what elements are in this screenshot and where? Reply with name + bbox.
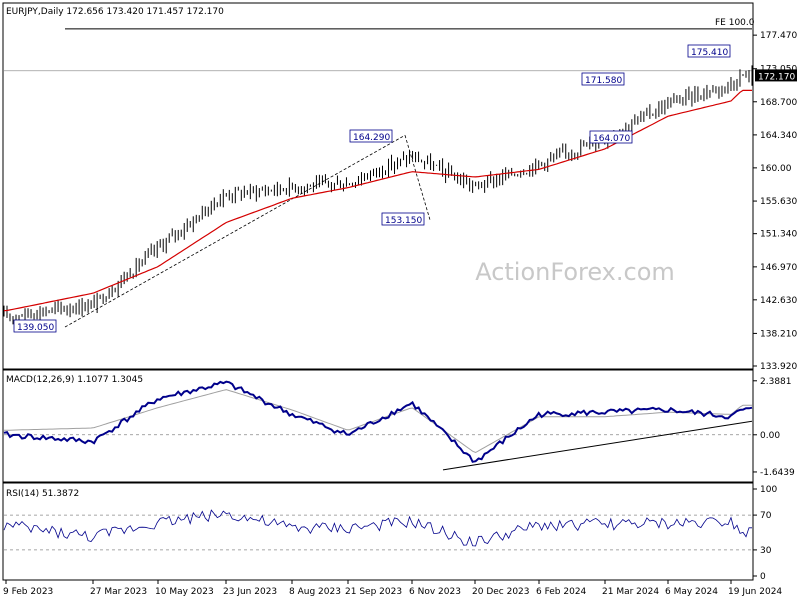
rsi-y-tick-label: 100 bbox=[760, 485, 777, 495]
price-y-tick-label: 146.970 bbox=[760, 263, 797, 273]
x-tick-label: 27 Mar 2023 bbox=[90, 587, 147, 597]
price-y-tick-label: 138.210 bbox=[760, 329, 797, 339]
price-annotation-label: 164.070 bbox=[593, 134, 630, 144]
current-price-tag bbox=[755, 69, 797, 82]
rsi-y-tick-label: 0 bbox=[760, 572, 766, 582]
price-y-tick-label: 168.700 bbox=[760, 98, 797, 108]
price-y-tick-label: 155.630 bbox=[760, 197, 797, 207]
price-annotation-box bbox=[581, 72, 625, 86]
rsi-y-tick-label: 30 bbox=[760, 546, 772, 556]
price-y-tick-label: 142.630 bbox=[760, 296, 797, 306]
macd-layer: 2.3881 0.00 -1.6439 bbox=[3, 377, 795, 478]
price-annotation-box bbox=[589, 130, 633, 144]
macd-line bbox=[3, 380, 753, 463]
dashed-trendline bbox=[404, 135, 431, 221]
rsi-layer: 100 70 30 0 bbox=[3, 485, 777, 582]
x-tick-label: 21 Sep 2023 bbox=[345, 587, 402, 597]
price-annotation-label: 171.580 bbox=[585, 76, 622, 86]
x-tick-label: 6 May 2024 bbox=[665, 587, 718, 597]
macd-panel-frame bbox=[2, 369, 754, 483]
price-annotation-label: 164.290 bbox=[353, 133, 390, 143]
macd-y-tick-label: -1.6439 bbox=[760, 468, 795, 478]
x-axis: 9 Feb 2023 27 Mar 2023 10 May 2023 23 Jun 2… bbox=[3, 580, 782, 597]
x-tick-label: 19 Jun 2024 bbox=[728, 587, 782, 597]
x-tick-label: 8 Aug 2023 bbox=[289, 587, 341, 597]
x-tick-label: 20 Dec 2023 bbox=[472, 587, 530, 597]
price-annotation-label: 139.050 bbox=[17, 323, 54, 333]
price-panel-frame bbox=[2, 2, 754, 370]
price-annotation-box bbox=[13, 319, 57, 333]
x-tick-label: 23 Jun 2023 bbox=[223, 587, 277, 597]
price-panel-header: EURJPY,Daily 172.656 173.420 171.457 172… bbox=[6, 7, 224, 17]
macd-panel-header: MACD(12,26,9) 1.1077 1.3045 bbox=[6, 375, 143, 385]
macd-y-tick-label: 2.3881 bbox=[760, 377, 792, 387]
rsi-line bbox=[3, 509, 752, 547]
price-annotation-box bbox=[381, 212, 425, 226]
watermark: ActionForex.com bbox=[475, 258, 675, 286]
price-y-tick-label: 151.340 bbox=[760, 230, 797, 240]
price-annotation-label: 153.150 bbox=[385, 216, 422, 226]
price-y-tick-label: 160.00 bbox=[760, 164, 792, 174]
rsi-y-tick-label: 70 bbox=[760, 511, 772, 521]
price-y-tick-label: 133.920 bbox=[760, 362, 797, 372]
price-annotation-label: 175.410 bbox=[691, 48, 728, 58]
current-price-label: 172.170 bbox=[758, 72, 795, 82]
macd-y-tick-label: 0.00 bbox=[760, 431, 780, 441]
price-layer: 177.470173.050168.700164.340160.00155.63… bbox=[3, 18, 797, 372]
dashed-trendline bbox=[64, 134, 406, 328]
price-annotation-box bbox=[349, 129, 393, 143]
x-tick-label: 6 Feb 2024 bbox=[536, 587, 587, 597]
price-annotation-box bbox=[687, 44, 731, 58]
price-y-tick-label: 177.470 bbox=[760, 31, 797, 41]
price-y-tick-label: 164.340 bbox=[760, 131, 797, 141]
x-tick-label: 10 May 2023 bbox=[155, 587, 214, 597]
macd-trendline bbox=[442, 420, 753, 471]
fe-level-label: FE 100.0 bbox=[715, 18, 755, 28]
x-tick-label: 21 Mar 2024 bbox=[602, 587, 659, 597]
rsi-panel-header: RSI(14) 51.3872 bbox=[6, 489, 79, 499]
rsi-panel-frame bbox=[2, 482, 754, 581]
x-tick-label: 9 Feb 2023 bbox=[3, 587, 53, 597]
x-tick-label: 6 Nov 2023 bbox=[409, 587, 461, 597]
macd-signal-line bbox=[3, 389, 752, 454]
